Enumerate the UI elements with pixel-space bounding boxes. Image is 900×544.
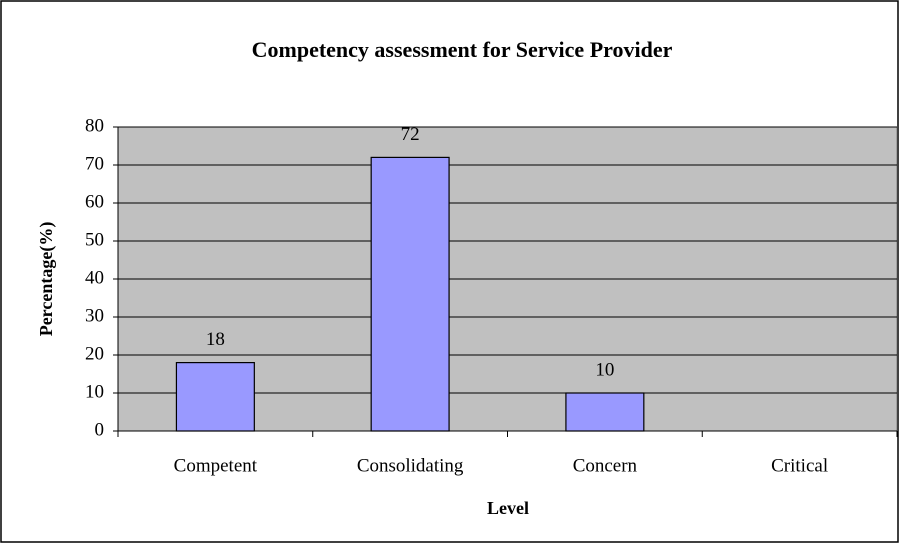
bar xyxy=(370,156,450,432)
bar xyxy=(565,392,645,432)
chart-title: Competency assessment for Service Provid… xyxy=(252,37,673,62)
data-label: 10 xyxy=(595,359,614,380)
y-tick-label: 50 xyxy=(85,229,104,250)
y-tick-label: 20 xyxy=(85,343,104,364)
y-tick-label: 40 xyxy=(85,267,104,288)
x-tick-label: Consolidating xyxy=(357,455,464,476)
x-axis-title: Level xyxy=(487,498,529,518)
y-tick-label: 70 xyxy=(85,153,104,174)
y-axis-title: Percentage(%) xyxy=(36,222,57,337)
x-tick-label: Critical xyxy=(771,455,828,476)
y-tick-label: 80 xyxy=(85,115,104,136)
y-tick-label: 60 xyxy=(85,191,104,212)
data-label: 18 xyxy=(206,329,225,350)
y-tick-label: 10 xyxy=(85,381,104,402)
x-tick-label: Competent xyxy=(174,455,258,476)
y-tick-label: 0 xyxy=(95,419,105,440)
y-tick-label: 30 xyxy=(85,305,104,326)
data-label: 72 xyxy=(401,124,420,145)
bar xyxy=(175,362,255,432)
x-tick-label: Concern xyxy=(573,455,638,476)
